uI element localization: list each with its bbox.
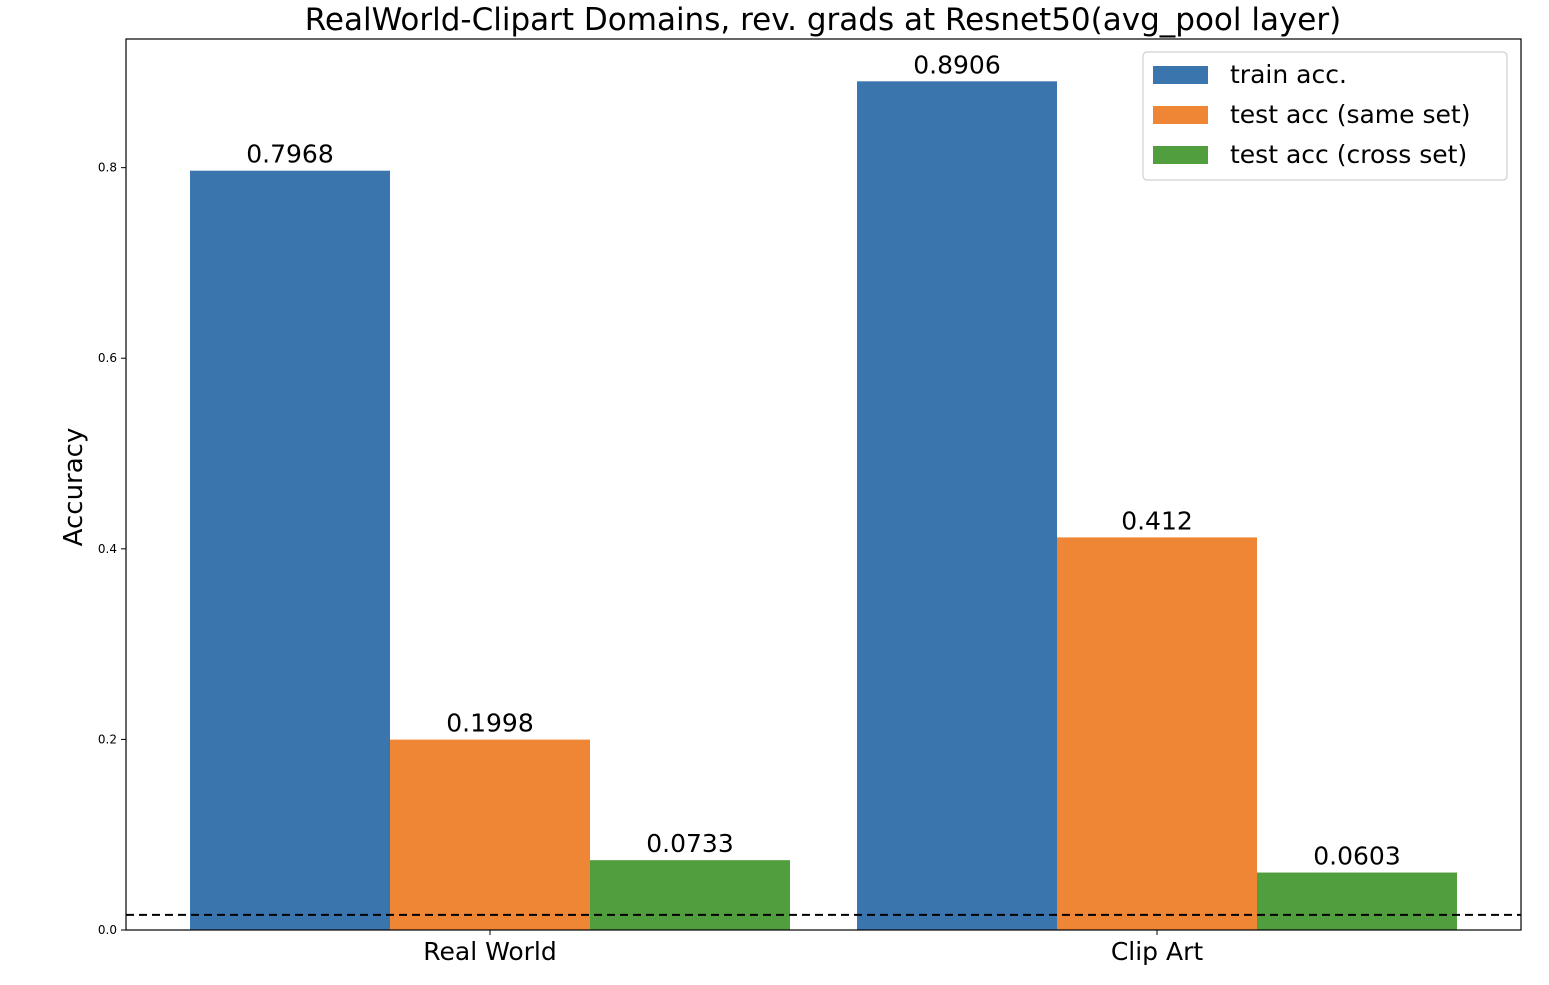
y-tick-label: 0.0 — [98, 923, 117, 937]
bar-2-2 — [1057, 537, 1257, 930]
bars-group — [190, 81, 1457, 930]
data-labels-group: 0.7968 0.1998 0.0733 0.8906 0.412 0.0603 — [246, 50, 1400, 870]
legend-swatch-3 — [1153, 146, 1208, 164]
data-label-3-2: 0.0603 — [1313, 842, 1400, 871]
legend-swatch-2 — [1153, 106, 1208, 124]
legend-frame — [1142, 51, 1508, 181]
legend: train acc. test acc (same set) test acc (c… — [1142, 51, 1508, 181]
plot-frame — [125, 38, 1522, 931]
data-label-2-1: 0.1998 — [446, 709, 533, 738]
legend-label-2: test acc (same set) — [1230, 100, 1470, 129]
bar-3-1 — [590, 860, 790, 930]
bar-1-2 — [857, 81, 1057, 930]
y-tick-label: 0.4 — [98, 542, 117, 556]
bar-2-1 — [390, 739, 590, 930]
y-tick-label: 0.2 — [98, 732, 117, 746]
chart-title: RealWorld-Clipart Domains, rev. grads at… — [305, 2, 1341, 38]
y-axis-label: Accuracy — [59, 428, 89, 547]
legend-label-1: train acc. — [1230, 60, 1347, 89]
y-tick-label: 0.6 — [98, 351, 117, 365]
x-tick-label: Clip Art — [1111, 937, 1204, 966]
x-axis-ticks: Real World Clip Art — [423, 930, 1203, 966]
bar-3-2 — [1257, 872, 1457, 930]
data-label-1-2: 0.8906 — [913, 50, 1000, 79]
data-label-1-1: 0.7968 — [246, 140, 333, 169]
y-axis-ticks: 0.0 0.2 0.4 0.6 0.8 — [98, 161, 126, 937]
y-tick-label: 0.8 — [98, 161, 117, 175]
legend-label-3: test acc (cross set) — [1230, 140, 1467, 169]
data-label-2-2: 0.412 — [1121, 506, 1193, 535]
bar-1-1 — [190, 170, 390, 930]
data-label-3-1: 0.0733 — [646, 829, 733, 858]
legend-swatch-1 — [1153, 66, 1208, 84]
x-tick-label: Real World — [423, 937, 556, 966]
